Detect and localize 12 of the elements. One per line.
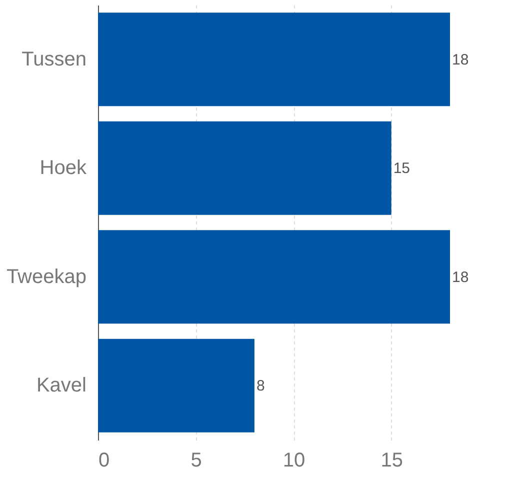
data-label: 18 bbox=[452, 51, 469, 68]
y-tick-label: Tweekap bbox=[6, 266, 86, 288]
y-tick-label: Hoek bbox=[40, 157, 88, 180]
data-label: 8 bbox=[256, 378, 265, 395]
x-tick-label: 10 bbox=[282, 450, 306, 472]
x-tick-label: 0 bbox=[98, 450, 110, 472]
y-tick-label: Tussen bbox=[22, 48, 86, 70]
data-label: 18 bbox=[452, 268, 469, 286]
data-label: 15 bbox=[393, 160, 410, 178]
x-tick-label: 15 bbox=[380, 450, 403, 472]
x-tick-label: 5 bbox=[190, 450, 202, 472]
y-tick-label: Kavel bbox=[36, 374, 86, 397]
